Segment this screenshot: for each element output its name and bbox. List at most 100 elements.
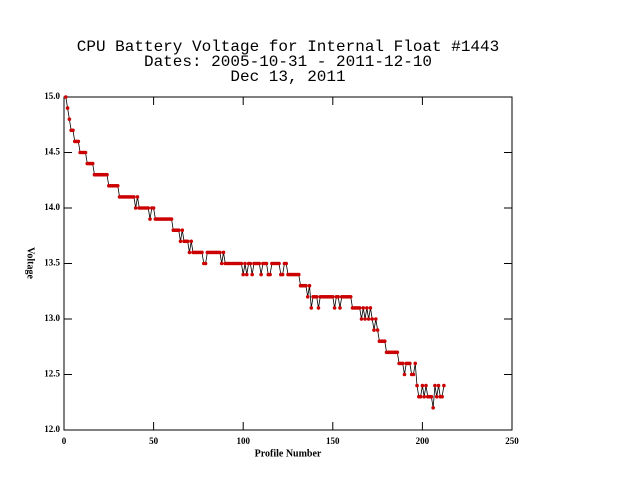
data-point bbox=[305, 295, 310, 299]
data-point bbox=[243, 261, 247, 266]
data-point bbox=[382, 339, 387, 344]
data-point bbox=[296, 272, 301, 277]
data-point bbox=[331, 295, 335, 299]
data-point bbox=[411, 372, 416, 377]
data-point bbox=[219, 261, 224, 266]
y-tick-label: 13.0 bbox=[44, 313, 60, 323]
data-point bbox=[146, 206, 151, 210]
x-axis-label: Profile Number bbox=[255, 448, 322, 459]
data-point bbox=[132, 195, 136, 199]
data-point bbox=[65, 106, 70, 110]
data-point bbox=[375, 328, 380, 332]
data-point bbox=[338, 306, 342, 310]
x-tick-label: 50 bbox=[149, 436, 159, 446]
data-point bbox=[67, 117, 72, 121]
data-point bbox=[429, 394, 434, 399]
data-point bbox=[135, 195, 140, 199]
data-point bbox=[433, 383, 437, 388]
y-tick-label: 15.0 bbox=[44, 91, 60, 101]
data-point bbox=[359, 317, 364, 321]
chart-date: Dec 13, 2011 bbox=[230, 68, 345, 86]
data-point bbox=[151, 206, 156, 210]
data-point bbox=[244, 272, 249, 277]
data-point bbox=[440, 394, 444, 399]
x-tick-label: 250 bbox=[505, 436, 519, 446]
data-point bbox=[370, 317, 375, 321]
data-point bbox=[436, 383, 441, 388]
data-point bbox=[268, 272, 272, 277]
data-point bbox=[374, 317, 378, 321]
data-line bbox=[65, 96, 445, 408]
data-point bbox=[365, 306, 369, 310]
data-point bbox=[76, 139, 81, 144]
data-point bbox=[361, 306, 366, 310]
data-point bbox=[395, 350, 400, 355]
data-point bbox=[239, 261, 244, 266]
data-point bbox=[363, 317, 367, 321]
data-point bbox=[250, 272, 254, 277]
y-tick-label: 14.0 bbox=[44, 202, 60, 212]
data-point bbox=[442, 383, 446, 388]
y-tick-label: 12.5 bbox=[44, 369, 60, 379]
x-tick-label: 0 bbox=[62, 436, 67, 446]
data-point bbox=[133, 206, 138, 210]
data-point bbox=[264, 261, 269, 266]
x-tick-label: 200 bbox=[416, 436, 430, 446]
y-axis-label: Voltage bbox=[25, 247, 36, 279]
x-tick-label: 100 bbox=[236, 436, 250, 446]
data-point bbox=[257, 261, 262, 266]
data-point bbox=[189, 239, 194, 244]
data-point bbox=[115, 184, 120, 188]
chart-subtitle: Dates: 2005-10-31 - 2011-12-10 bbox=[144, 53, 432, 71]
data-point bbox=[357, 306, 362, 310]
data-point bbox=[203, 261, 208, 266]
data-point bbox=[178, 239, 183, 244]
y-tick-label: 12.0 bbox=[44, 424, 60, 434]
data-point bbox=[348, 295, 353, 299]
data-point bbox=[180, 228, 185, 232]
data-point bbox=[314, 295, 319, 299]
data-point bbox=[332, 306, 337, 310]
data-point bbox=[368, 306, 373, 310]
data-point bbox=[422, 394, 426, 399]
data-point bbox=[280, 272, 285, 277]
data-point bbox=[418, 394, 423, 399]
data-point bbox=[415, 383, 419, 388]
data-point bbox=[284, 261, 289, 266]
y-tick-label: 14.5 bbox=[44, 147, 60, 157]
data-point bbox=[431, 406, 435, 410]
data-point bbox=[413, 361, 418, 366]
data-point bbox=[307, 283, 312, 288]
data-point bbox=[169, 217, 174, 221]
data-point bbox=[185, 239, 190, 244]
data-point bbox=[71, 128, 75, 133]
data-point bbox=[148, 217, 152, 221]
y-tick-label: 13.5 bbox=[44, 258, 60, 268]
data-point bbox=[241, 272, 245, 277]
data-point bbox=[63, 95, 68, 99]
data-point bbox=[420, 383, 425, 388]
x-tick-label: 150 bbox=[326, 436, 340, 446]
data-point bbox=[105, 172, 109, 177]
data-point bbox=[90, 161, 95, 166]
data-point bbox=[402, 372, 407, 377]
data-point bbox=[424, 383, 428, 388]
data-point bbox=[248, 261, 253, 266]
data-point bbox=[221, 250, 226, 255]
data-point bbox=[366, 317, 371, 321]
data-point bbox=[304, 283, 308, 288]
data-point bbox=[400, 361, 405, 366]
data-point bbox=[200, 250, 204, 255]
data-point bbox=[372, 328, 376, 332]
data-point bbox=[309, 306, 314, 310]
chart-title: CPU Battery Voltage for Internal Float #… bbox=[77, 38, 499, 56]
data-point bbox=[83, 150, 88, 155]
data-point bbox=[434, 394, 439, 399]
data-point bbox=[176, 228, 181, 232]
data-point bbox=[187, 250, 192, 255]
data-point bbox=[277, 261, 281, 266]
data-point bbox=[259, 272, 263, 277]
data-point bbox=[336, 295, 340, 299]
data-point bbox=[408, 361, 412, 366]
